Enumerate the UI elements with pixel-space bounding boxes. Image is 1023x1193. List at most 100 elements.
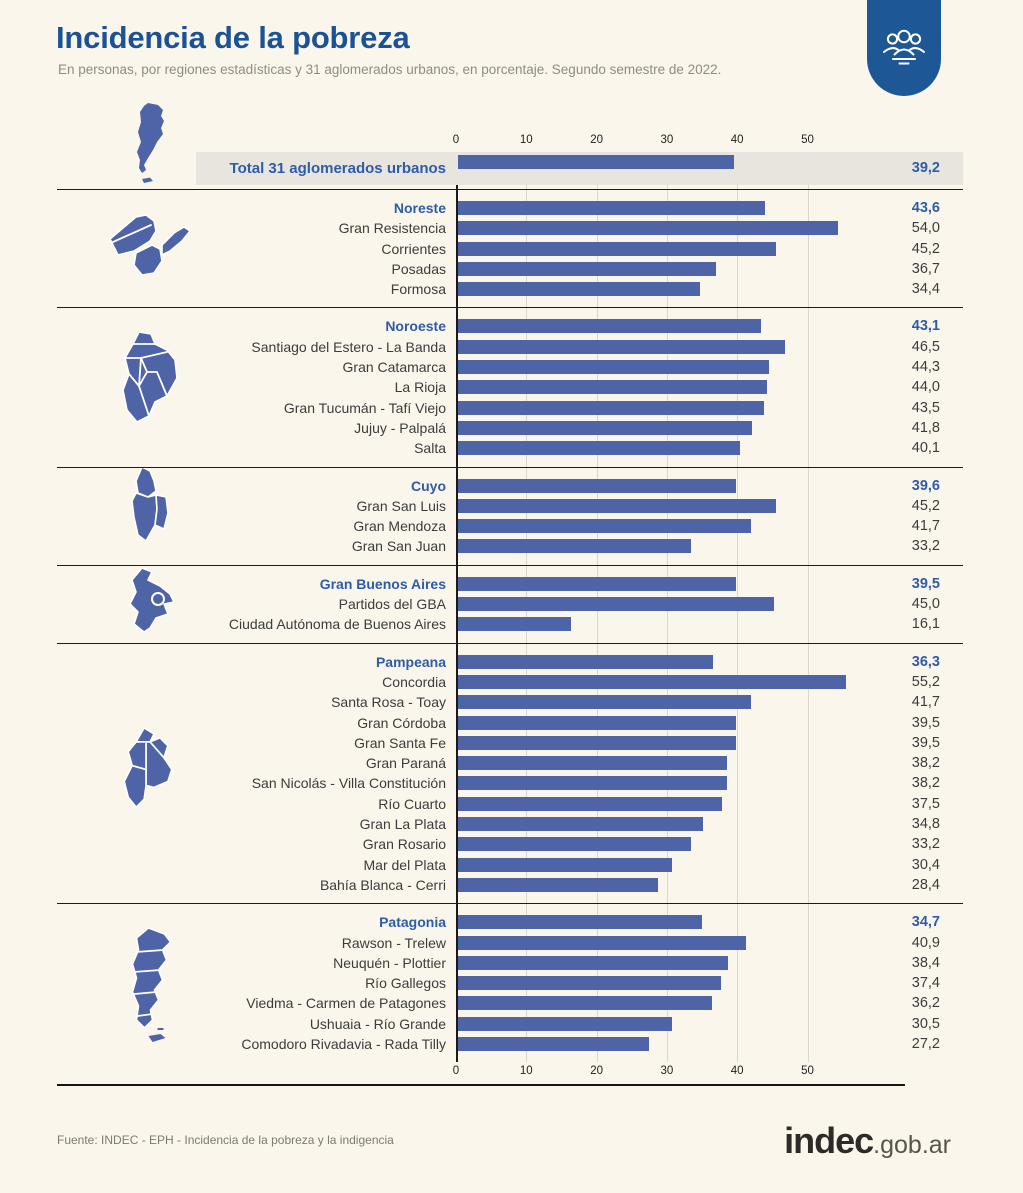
city-row: Jujuy - Palpalá 41,8 xyxy=(57,418,963,438)
city-label: Gran Resistencia xyxy=(338,220,446,237)
region-block: Noroeste 43,1 Santiago del Estero - La Ban… xyxy=(57,307,963,466)
region-value: 39,5 xyxy=(911,575,940,592)
city-row: Comodoro Rivadavia - Rada Tilly 27,2 xyxy=(57,1034,963,1054)
city-row: Santiago del Estero - La Banda 46,5 xyxy=(57,337,963,357)
bar xyxy=(458,319,761,334)
axis-tick-label: 50 xyxy=(801,134,814,146)
city-value: 44,3 xyxy=(911,359,940,376)
city-row: Gran Paraná 38,2 xyxy=(57,753,963,773)
bar xyxy=(458,201,765,215)
bar xyxy=(458,776,727,791)
city-row: Santa Rosa - Toay 41,7 xyxy=(57,692,963,712)
region-label: Noroeste xyxy=(385,318,446,335)
city-value: 45,0 xyxy=(911,596,940,613)
bar xyxy=(458,996,712,1011)
total-bar xyxy=(458,155,734,169)
city-row: Formosa 34,4 xyxy=(57,279,963,299)
poverty-bar-chart: 0 10 20 30 40 50 Total 31 aglomerados urbanos… xyxy=(57,122,963,1090)
bar xyxy=(458,221,838,236)
bar xyxy=(458,1036,649,1051)
city-value: 37,4 xyxy=(911,975,940,992)
bar xyxy=(458,498,776,513)
city-row: Posadas 36,7 xyxy=(57,259,963,279)
city-row: Gran San Luis 45,2 xyxy=(57,496,963,516)
city-value: 55,2 xyxy=(911,673,940,690)
city-label: Gran Catamarca xyxy=(342,359,446,376)
region-blocks: Noreste 43,6 Gran Resistencia 54,0 Corriente… xyxy=(57,189,963,1062)
bar xyxy=(458,576,736,591)
city-value: 28,4 xyxy=(911,876,940,893)
city-row: Gran Tucumán - Tafí Viejo 43,5 xyxy=(57,398,963,418)
axis-tick-label: 10 xyxy=(519,1065,533,1078)
region-row: Gran Buenos Aires 39,5 xyxy=(57,574,963,594)
city-label: Salta xyxy=(414,440,446,457)
city-row: Concordia 55,2 xyxy=(57,672,963,692)
bar xyxy=(458,877,658,892)
city-row: Gran Resistencia 54,0 xyxy=(57,218,963,238)
city-label: La Rioja xyxy=(394,379,446,396)
city-label: Posadas xyxy=(391,260,446,277)
x-axis-top: 0 10 20 30 40 50 xyxy=(57,122,963,152)
city-label: Gran Mendoza xyxy=(353,518,446,535)
city-value: 38,4 xyxy=(911,954,940,971)
indec-logo-suffix: .gob.ar xyxy=(873,1131,951,1159)
city-value: 40,9 xyxy=(911,934,940,951)
x-axis-baseline xyxy=(57,1084,905,1087)
city-value: 41,7 xyxy=(911,694,940,711)
city-label: Gran Rosario xyxy=(362,836,446,853)
region-label: Gran Buenos Aires xyxy=(319,575,446,592)
bar xyxy=(458,261,716,276)
city-value: 39,5 xyxy=(911,714,940,731)
city-row: Gran Catamarca 44,3 xyxy=(57,357,963,377)
city-label: Río Gallegos xyxy=(365,975,446,992)
city-row: Salta 40,1 xyxy=(57,438,963,458)
city-label: San Nicolás - Villa Constitución xyxy=(251,775,446,792)
city-row: Gran Santa Fe 39,5 xyxy=(57,733,963,753)
region-row: Pampeana 36,3 xyxy=(57,652,963,672)
city-label: Gran Santa Fe xyxy=(354,734,446,751)
city-value: 33,2 xyxy=(911,836,940,853)
city-row: Ushuaia - Río Grande 30,5 xyxy=(57,1014,963,1034)
city-value: 34,4 xyxy=(911,281,940,298)
bar xyxy=(458,478,736,493)
city-value: 38,2 xyxy=(911,755,940,772)
bar xyxy=(458,837,691,852)
map-cuyo-icon xyxy=(131,466,169,542)
map-patagonia-icon xyxy=(131,927,172,1042)
city-row: Bahía Blanca - Cerri 28,4 xyxy=(57,875,963,895)
bar xyxy=(458,241,776,256)
city-value: 44,0 xyxy=(911,379,940,396)
region-value: 43,1 xyxy=(911,318,940,335)
city-label: Gran La Plata xyxy=(359,816,446,833)
bar xyxy=(458,955,728,970)
region-block: Cuyo 39,6 Gran San Luis 45,2 Gran Mendoza 41,… xyxy=(57,466,963,565)
city-row: Corrientes 45,2 xyxy=(57,239,963,259)
axis-tick-label: 40 xyxy=(730,1065,744,1078)
bar xyxy=(458,1016,672,1031)
axis-tick-label: 50 xyxy=(801,1065,814,1078)
city-value: 40,1 xyxy=(911,440,940,457)
city-label: Gran San Juan xyxy=(351,538,446,555)
city-label: Santa Rosa - Toay xyxy=(331,694,446,711)
city-value: 30,5 xyxy=(911,1015,940,1032)
bar xyxy=(458,400,764,415)
city-row: Gran San Juan 33,2 xyxy=(57,536,963,556)
bar xyxy=(458,519,751,534)
bar xyxy=(458,735,736,750)
city-label: Jujuy - Palpalá xyxy=(354,419,446,436)
axis-tick-label: 0 xyxy=(452,1065,460,1078)
region-value: 34,7 xyxy=(911,914,940,931)
city-label: Río Cuarto xyxy=(378,795,446,812)
bar xyxy=(458,617,571,632)
axis-tick-label: 0 xyxy=(452,134,460,146)
region-block: Gran Buenos Aires 39,5 Partidos del GBA 45,… xyxy=(57,564,963,643)
city-label: Comodoro Rivadavia - Rada Tilly xyxy=(241,1035,446,1052)
region-row: Cuyo 39,6 xyxy=(57,476,963,496)
city-row: Neuquén - Plottier 38,4 xyxy=(57,953,963,973)
city-value: 27,2 xyxy=(911,1035,940,1052)
city-value: 46,5 xyxy=(911,338,940,355)
city-label: Concordia xyxy=(382,673,446,690)
city-label: Gran Tucumán - Tafí Viejo xyxy=(283,399,446,416)
city-row: Río Cuarto 37,5 xyxy=(57,794,963,814)
